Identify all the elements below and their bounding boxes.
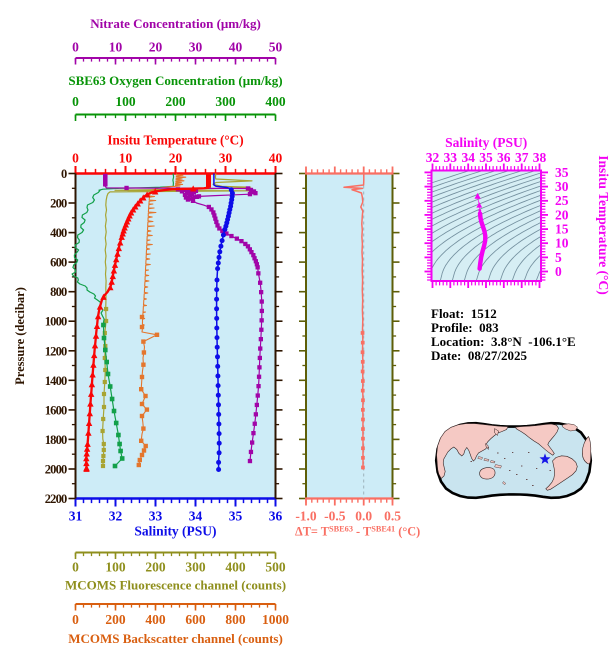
- svg-text:40: 40: [269, 151, 283, 166]
- svg-text:0.0: 0.0: [355, 509, 372, 524]
- svg-text:33: 33: [149, 509, 163, 524]
- svg-text:32: 32: [109, 509, 123, 524]
- svg-text:100: 100: [105, 560, 126, 575]
- svg-text:0: 0: [72, 40, 79, 55]
- svg-text:30: 30: [219, 151, 233, 166]
- svg-text:0.5: 0.5: [384, 509, 401, 524]
- svg-text:15: 15: [555, 222, 569, 237]
- svg-text:2200: 2200: [45, 492, 67, 506]
- svg-text:Nitrate Concentration (μm/kg): Nitrate Concentration (μm/kg): [90, 16, 261, 31]
- svg-text:34: 34: [189, 509, 203, 524]
- svg-text:Location: 3.8°N -106.1°E: Location: 3.8°N -106.1°E: [431, 334, 576, 349]
- svg-text:35: 35: [479, 150, 493, 165]
- svg-text:35: 35: [555, 165, 569, 180]
- svg-text:1800: 1800: [45, 433, 67, 447]
- svg-text:1000: 1000: [262, 612, 289, 627]
- svg-text:400: 400: [225, 560, 246, 575]
- svg-text:ΔT= TSBE63 - TSBE41 (°C): ΔT= TSBE63 - TSBE41 (°C): [295, 525, 420, 539]
- svg-text:MCOMS Backscatter channel (cou: MCOMS Backscatter channel (counts): [68, 631, 283, 646]
- svg-text:10: 10: [109, 40, 123, 55]
- svg-text:400: 400: [265, 94, 286, 109]
- svg-text:20: 20: [149, 40, 163, 55]
- svg-text:10: 10: [555, 236, 569, 251]
- svg-text:800: 800: [225, 612, 246, 627]
- svg-text:31: 31: [69, 509, 83, 524]
- svg-text:300: 300: [215, 94, 236, 109]
- svg-text:10: 10: [119, 151, 133, 166]
- svg-text:20: 20: [169, 151, 183, 166]
- svg-text:0: 0: [72, 151, 79, 166]
- svg-text:0: 0: [555, 264, 562, 279]
- svg-text:50: 50: [269, 40, 283, 55]
- svg-text:33: 33: [444, 150, 458, 165]
- svg-text:SBE63 Oxygen Concentration (μm: SBE63 Oxygen Concentration (μm/kg): [68, 73, 282, 88]
- svg-text:1000: 1000: [45, 315, 67, 329]
- svg-text:Insitu Temperature (°C): Insitu Temperature (°C): [596, 155, 609, 294]
- svg-text:40: 40: [229, 40, 243, 55]
- svg-text:0: 0: [72, 612, 79, 627]
- svg-text:37: 37: [515, 150, 529, 165]
- svg-text:400: 400: [50, 226, 67, 240]
- svg-text:34: 34: [461, 150, 475, 165]
- svg-text:200: 200: [105, 612, 126, 627]
- svg-text:-1.0: -1.0: [295, 509, 317, 524]
- svg-text:400: 400: [145, 612, 166, 627]
- svg-text:32: 32: [426, 150, 440, 165]
- svg-text:300: 300: [185, 560, 206, 575]
- svg-text:Profile: 083: Profile: 083: [431, 320, 499, 335]
- svg-text:1600: 1600: [45, 403, 67, 417]
- svg-text:36: 36: [497, 150, 511, 165]
- svg-text:Insitu Temperature (°C): Insitu Temperature (°C): [107, 133, 243, 148]
- svg-text:Date: 08/27/2025: Date: 08/27/2025: [431, 348, 528, 363]
- svg-text:30: 30: [189, 40, 203, 55]
- svg-text:0: 0: [72, 94, 79, 109]
- svg-text:2000: 2000: [45, 463, 67, 477]
- svg-text:-0.5: -0.5: [324, 509, 346, 524]
- svg-text:0: 0: [72, 560, 79, 575]
- svg-text:0: 0: [61, 167, 67, 181]
- svg-text:25: 25: [555, 193, 569, 208]
- svg-text:36: 36: [269, 509, 283, 524]
- svg-text:Pressure (decibar): Pressure (decibar): [13, 287, 27, 385]
- svg-text:20: 20: [555, 207, 569, 222]
- svg-text:5: 5: [555, 250, 562, 265]
- svg-text:30: 30: [555, 179, 569, 194]
- svg-text:Salinity (PSU): Salinity (PSU): [445, 135, 527, 150]
- svg-text:600: 600: [185, 612, 206, 627]
- svg-text:35: 35: [229, 509, 243, 524]
- svg-text:1400: 1400: [45, 374, 67, 388]
- svg-text:200: 200: [165, 94, 186, 109]
- svg-text:Salinity (PSU): Salinity (PSU): [134, 524, 216, 539]
- svg-text:200: 200: [145, 560, 166, 575]
- svg-text:MCOMS Fluorescence channel (co: MCOMS Fluorescence channel (counts): [65, 578, 286, 593]
- svg-text:1200: 1200: [45, 344, 67, 358]
- svg-text:600: 600: [50, 256, 67, 270]
- svg-text:500: 500: [265, 560, 286, 575]
- svg-text:38: 38: [533, 150, 547, 165]
- svg-text:100: 100: [115, 94, 136, 109]
- svg-text:Float: 1512: Float: 1512: [431, 306, 497, 321]
- svg-text:200: 200: [50, 197, 67, 211]
- svg-text:800: 800: [50, 285, 67, 299]
